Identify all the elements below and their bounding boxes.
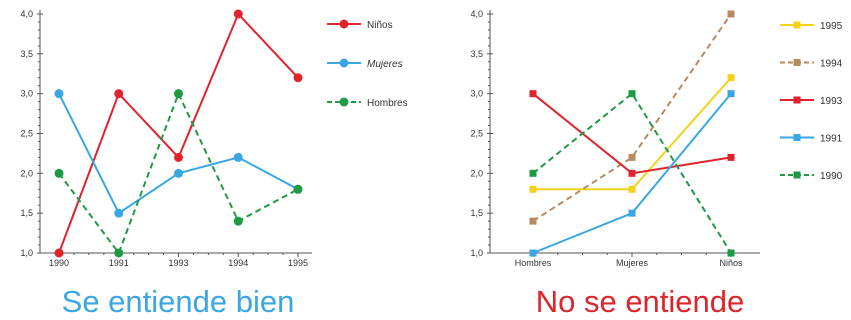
legend-label: Mujeres: [367, 59, 403, 70]
data-point: [628, 153, 636, 161]
series-line-1994: [532, 13, 732, 222]
data-point: [233, 9, 243, 19]
legend-marker: [339, 58, 349, 68]
y-tick-label: 3,5: [470, 49, 483, 59]
x-tick-label: 1994: [228, 258, 248, 268]
data-point: [727, 90, 735, 98]
x-tick-label: 1993: [168, 258, 188, 268]
series-line-hombres: [58, 91, 299, 256]
y-tick-label: 1,5: [20, 208, 33, 218]
data-point: [293, 73, 303, 83]
x-tick-label: Mujeres: [616, 258, 649, 268]
x-tick-label: 1991: [109, 258, 129, 268]
legend-marker: [793, 21, 801, 29]
data-point: [529, 249, 537, 257]
chart-good: 1,0 1,5 2,0 2,5 3,0 3,5 4,0 1990 1991 1993 1994 199…: [20, 9, 407, 268]
data-point: [174, 152, 183, 162]
legend-label: 1993: [820, 96, 843, 107]
data-point: [628, 209, 636, 217]
data-point: [628, 185, 636, 193]
data-point: [529, 90, 537, 98]
data-point: [727, 153, 735, 161]
legend-label: 1991: [820, 134, 843, 145]
legend-marker: [793, 96, 801, 104]
legend-label: Hombres: [367, 98, 408, 109]
chart-bad: 1,0 1,5 2,0 2,5 3,0 3,5 4,0 Hombres Mujeres Niños…: [470, 9, 842, 268]
series-line-1993: [532, 92, 732, 175]
data-point: [174, 168, 183, 178]
data-point: [114, 248, 124, 258]
y-tick-label: 1,5: [470, 208, 483, 218]
data-point: [727, 74, 735, 82]
data-point: [727, 249, 735, 257]
legend-marker: [793, 134, 801, 141]
y-tick-label: 2,0: [20, 168, 33, 178]
y-tick-label: 3,5: [20, 49, 33, 59]
y-tick-label: 1,0: [470, 248, 483, 258]
x-tick-label: Niños: [719, 258, 743, 268]
legend-marker: [793, 171, 801, 179]
data-point: [174, 89, 183, 99]
x-tick-label: 1990: [49, 258, 69, 268]
legend-marker: [339, 97, 349, 107]
data-point: [54, 248, 64, 258]
caption-bad: No se entiende: [536, 284, 745, 319]
y-tick-label: 2,5: [20, 129, 33, 139]
legend-label: 1994: [820, 59, 843, 70]
legend-marker: [339, 19, 349, 29]
y-tick-label: 3,0: [470, 89, 483, 99]
legend-label: 1990: [820, 171, 843, 182]
data-point: [628, 90, 636, 98]
data-point: [54, 168, 64, 178]
y-tick-label: 4,0: [470, 9, 483, 19]
data-point: [529, 217, 537, 225]
data-point: [529, 185, 537, 193]
data-point: [233, 216, 243, 226]
series-line-niños: [58, 12, 299, 254]
x-tick-label: 1995: [288, 258, 308, 268]
data-point: [628, 169, 636, 177]
data-point: [114, 208, 124, 218]
data-point: [293, 184, 303, 194]
data-point: [727, 10, 735, 18]
data-point: [233, 152, 243, 162]
y-tick-label: 3,0: [20, 89, 33, 99]
series-line-1990: [532, 92, 732, 254]
legend-label: 1995: [820, 21, 843, 32]
data-point: [529, 169, 537, 177]
data-point: [114, 89, 124, 99]
legend-marker: [793, 59, 801, 66]
x-tick-label: Hombres: [515, 258, 552, 268]
caption-good: Se entiende bien: [62, 284, 295, 319]
y-tick-label: 4,0: [20, 9, 33, 19]
y-tick-label: 2,0: [470, 168, 483, 178]
data-point: [54, 89, 64, 99]
y-tick-label: 2,5: [470, 129, 483, 139]
y-tick-label: 1,0: [20, 248, 33, 258]
legend-label: Niños: [367, 20, 393, 31]
